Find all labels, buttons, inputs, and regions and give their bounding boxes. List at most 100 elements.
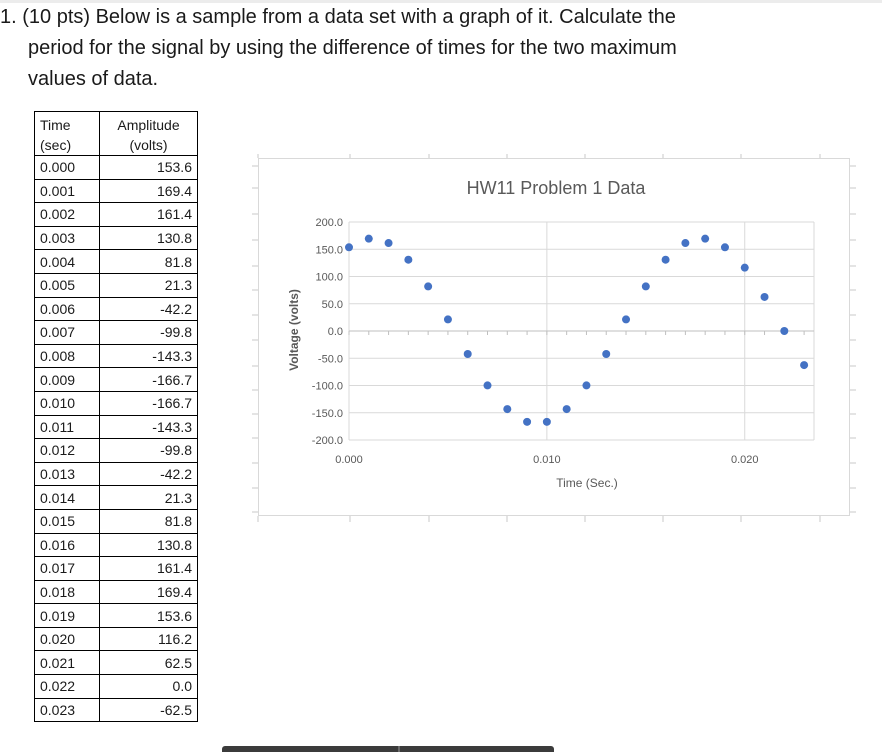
- question-line-3: values of data.: [28, 68, 159, 90]
- y-tick-label: 150.0: [315, 244, 343, 256]
- y-tick-label: 50.0: [322, 299, 343, 311]
- data-point: [760, 292, 769, 301]
- x-axis-label: Time (Sec.): [556, 476, 618, 490]
- amplitude-cell: -166.7: [99, 367, 198, 392]
- amplitude-cell: -42.2: [99, 296, 198, 322]
- data-point: [701, 234, 710, 243]
- table-row: 0.013 -42.2: [34, 461, 198, 487]
- table-row: 0.018 169.4: [34, 579, 198, 605]
- table-row: 0.011 -143.3: [34, 414, 198, 440]
- x-tick-label: 0.000: [335, 454, 363, 466]
- data-point: [661, 255, 670, 264]
- chart-title: HW11 Problem 1 Data: [467, 178, 647, 198]
- amplitude-cell: 81.8: [99, 249, 198, 274]
- data-point: [503, 405, 512, 414]
- y-tick-label: -50.0: [318, 353, 343, 365]
- time-cell: 0.005: [34, 272, 100, 298]
- table-row: 0.015 81.8: [34, 508, 198, 534]
- table-row: 0.007 -99.8: [34, 320, 198, 345]
- amplitude-header: Amplitude (volts): [99, 111, 198, 156]
- time-header-line2: (sec): [40, 137, 72, 153]
- y-tick-label: -100.0: [312, 381, 343, 393]
- time-cell: 0.008: [34, 343, 100, 369]
- table-row: 0.019 153.6: [34, 603, 198, 628]
- time-cell: 0.020: [34, 626, 100, 652]
- table-row: 0.001 169.4: [34, 178, 198, 204]
- data-point: [740, 263, 749, 272]
- amplitude-cell: 21.3: [99, 272, 198, 298]
- time-cell: 0.023: [34, 697, 100, 723]
- time-cell: 0.012: [34, 438, 100, 463]
- table-row: 0.020 116.2: [34, 626, 198, 652]
- table-row: 0.000 153.6: [34, 155, 198, 180]
- table-row: 0.014 21.3: [34, 485, 198, 510]
- amplitude-cell: 130.8: [99, 532, 198, 558]
- top-divider: [0, 0, 882, 3]
- data-point: [582, 381, 591, 390]
- data-point: [443, 315, 452, 324]
- table-row: 0.008 -143.3: [34, 343, 198, 369]
- table-row: 0.012 -99.8: [34, 438, 198, 463]
- amplitude-cell: 153.6: [99, 603, 198, 628]
- table-row: 0.003 130.8: [34, 225, 198, 251]
- data-point: [622, 315, 631, 324]
- data-point: [562, 405, 571, 414]
- amplitude-cell: 21.3: [99, 485, 198, 510]
- time-cell: 0.006: [34, 296, 100, 322]
- table-row: 0.005 21.3: [34, 272, 198, 298]
- table-row: 0.004 81.8: [34, 249, 198, 274]
- amplitude-cell: -99.8: [99, 438, 198, 463]
- y-tick-label: -150.0: [312, 408, 343, 420]
- table-header-row: Time (sec) Amplitude (volts): [34, 111, 198, 156]
- amplitude-cell: -99.8: [99, 320, 198, 345]
- amplitude-cell: 161.4: [99, 556, 198, 581]
- question-line-1: 1. (10 pts) Below is a sample from a dat…: [0, 6, 676, 28]
- data-point: [424, 282, 433, 291]
- time-cell: 0.007: [34, 320, 100, 345]
- data-point: [542, 417, 551, 426]
- time-header-line1: Time: [40, 117, 71, 133]
- data-point: [384, 239, 393, 248]
- data-point: [602, 349, 611, 358]
- data-point: [345, 243, 353, 252]
- amplitude-cell: 130.8: [99, 225, 198, 251]
- table-row: 0.009 -166.7: [34, 367, 198, 392]
- amplitude-cell: 153.6: [99, 155, 198, 180]
- horizontal-scrollbar[interactable]: [222, 746, 554, 752]
- x-tick-label: 0.010: [533, 454, 561, 466]
- amplitude-header-line1: Amplitude: [117, 117, 180, 133]
- table-row: 0.023 -62.5: [34, 697, 198, 723]
- data-point: [364, 234, 373, 243]
- y-tick-label: 200.0: [315, 217, 343, 229]
- y-axis-label: Voltage (volts): [287, 289, 301, 371]
- table-row: 0.002 161.4: [34, 202, 198, 227]
- amplitude-cell: 62.5: [99, 650, 198, 676]
- y-tick-label: 0.0: [328, 326, 343, 338]
- y-tick-label: 100.0: [315, 272, 343, 284]
- data-point: [720, 243, 729, 252]
- amplitude-cell: 116.2: [99, 626, 198, 652]
- time-cell: 0.003: [34, 225, 100, 251]
- table-body: 0.000 153.6 0.001 169.4 0.002 161.4 0.003 130.8…: [34, 155, 198, 723]
- time-cell: 0.013: [34, 461, 100, 487]
- data-point: [681, 239, 690, 248]
- amplitude-cell: -166.7: [99, 390, 198, 416]
- amplitude-cell: -42.2: [99, 461, 198, 487]
- table-row: 0.017 161.4: [34, 556, 198, 581]
- time-header: Time (sec): [34, 111, 100, 156]
- amplitude-cell: 81.8: [99, 508, 198, 534]
- data-point: [641, 282, 650, 291]
- time-cell: 0.014: [34, 485, 100, 510]
- amplitude-cell: 161.4: [99, 202, 198, 227]
- data-table: Time (sec) Amplitude (volts) 0.000 153.6 0…: [34, 111, 198, 723]
- data-point: [404, 255, 413, 264]
- x-tick-label: 0.020: [731, 454, 759, 466]
- y-tick-label: -200.0: [312, 435, 343, 447]
- time-cell: 0.019: [34, 603, 100, 628]
- data-point: [780, 327, 789, 335]
- data-point: [800, 361, 809, 370]
- table-row: 0.010 -166.7: [34, 390, 198, 416]
- data-point: [483, 381, 492, 390]
- question-line-2: period for the signal by using the diffe…: [28, 37, 677, 59]
